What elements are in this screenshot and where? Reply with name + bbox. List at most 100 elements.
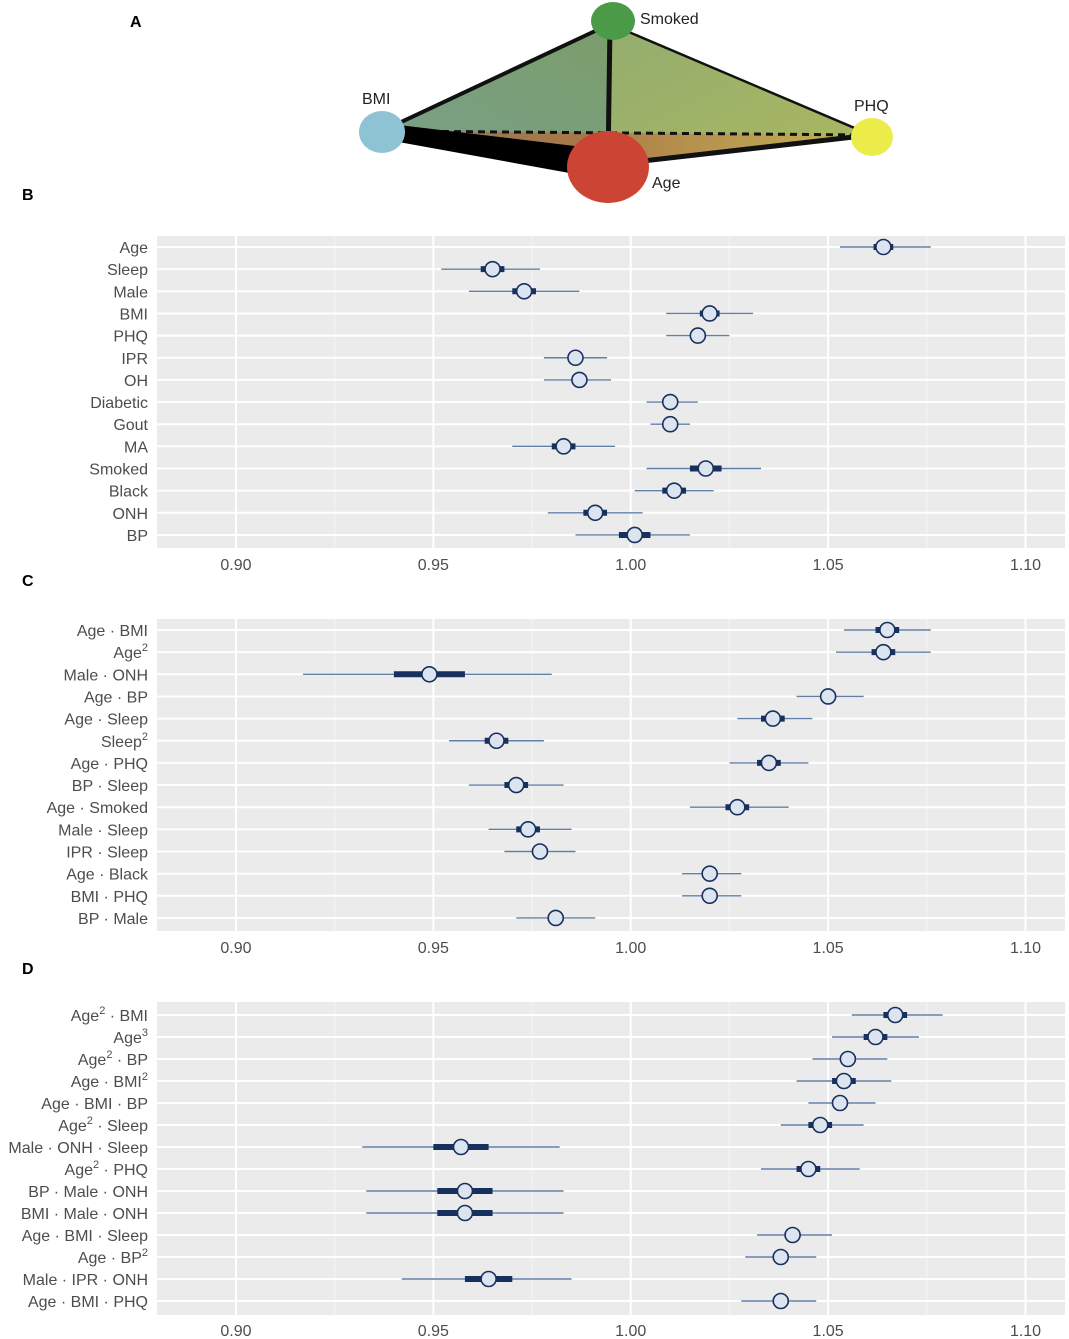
point-estimate: [555, 438, 572, 455]
edge-bmi-age: [382, 123, 608, 180]
x-tick-label: 0.95: [418, 1323, 449, 1339]
plot-background: [157, 1002, 1065, 1315]
point-estimate: [835, 1072, 853, 1090]
point-estimate: [456, 1204, 474, 1222]
node-phq: [851, 118, 893, 156]
x-tick-label: 1.00: [615, 940, 646, 957]
point-estimate: [567, 349, 584, 367]
point-estimate: [760, 754, 778, 772]
forest-panel-b: B 0.90 0.95 1.00 1.05 1.10 Age Sleep Male BMI PHQ I…: [22, 187, 1065, 574]
point-estimate: [701, 887, 718, 905]
row-label: Age2 · PHQ: [65, 1159, 148, 1179]
row-label: Age · BMI · BP: [41, 1096, 148, 1113]
x-tick-label: 0.95: [418, 557, 449, 574]
row-label: Diabetic: [90, 395, 148, 412]
row-label: Male · ONH · Sleep: [8, 1140, 148, 1157]
point-estimate: [772, 1248, 790, 1266]
row-label: BP · Male · ONH: [28, 1184, 148, 1201]
point-estimate: [661, 393, 679, 411]
row-label: MA: [124, 439, 148, 456]
row-label: Age3: [113, 1027, 148, 1047]
row-label: Sleep2: [101, 731, 148, 751]
row-label: Age · Smoked: [47, 800, 148, 817]
x-tick-label: 0.90: [220, 1323, 251, 1339]
plot-background: [157, 236, 1065, 548]
panel-letter-a: A: [130, 14, 142, 31]
point-estimate: [875, 643, 892, 661]
edge-age-phq: [607, 132, 872, 168]
panel-letter: C: [22, 573, 34, 590]
point-estimate: [875, 238, 892, 256]
point-estimate: [507, 776, 525, 794]
row-label: BP: [127, 528, 148, 545]
x-tick-label: 1.05: [813, 1323, 844, 1339]
point-estimate: [665, 482, 683, 499]
point-estimate: [729, 798, 746, 816]
x-tick-label: 1.10: [1010, 1323, 1041, 1339]
point-estimate: [839, 1050, 857, 1068]
point-estimate: [515, 282, 533, 300]
x-tick-label: 1.05: [813, 557, 844, 574]
x-tick-label: 0.90: [220, 557, 251, 574]
point-estimate: [879, 621, 896, 639]
point-estimate: [456, 1182, 474, 1200]
point-estimate: [811, 1116, 829, 1134]
point-estimate: [452, 1138, 470, 1156]
node-label-smoked: Smoked: [640, 11, 699, 28]
point-estimate: [531, 843, 549, 860]
edge-bmi-smoked: [381, 22, 611, 133]
point-estimate: [867, 1028, 884, 1046]
plot-background: [157, 619, 1065, 931]
edge-smoked-phq: [609, 22, 872, 137]
row-label: Smoked: [89, 462, 148, 479]
point-estimate: [689, 327, 707, 344]
row-label: BMI · Male · ONH: [21, 1206, 148, 1223]
point-estimate: [886, 1006, 904, 1024]
point-estimate: [819, 688, 837, 705]
panel-letter: B: [22, 187, 34, 204]
network-diagram: A Smoked BMI PHQ Age: [130, 2, 893, 203]
row-label: BP · Male: [78, 911, 148, 928]
row-label: BP · Sleep: [72, 778, 148, 795]
row-label: PHQ: [113, 329, 148, 346]
x-tick-label: 1.10: [1010, 557, 1041, 574]
point-estimate: [800, 1160, 817, 1178]
point-estimate: [571, 371, 588, 389]
point-estimate: [831, 1094, 849, 1112]
point-estimate: [586, 504, 604, 522]
x-tick-label: 0.90: [220, 940, 251, 957]
point-estimate: [764, 710, 782, 727]
point-estimate: [421, 665, 438, 683]
row-label: Sleep: [107, 262, 148, 279]
row-label: Black: [109, 484, 149, 501]
row-label: Age · Sleep: [64, 712, 148, 729]
row-label: IPR: [121, 351, 148, 368]
row-label: Gout: [113, 417, 148, 434]
point-estimate: [547, 909, 565, 927]
node-bmi: [359, 111, 405, 153]
panel-letter: D: [22, 961, 34, 978]
point-estimate: [772, 1292, 790, 1310]
left-face: [382, 24, 610, 165]
row-label: BMI · PHQ: [71, 889, 148, 906]
right-face: [608, 24, 871, 165]
edge-bmi-phq: [381, 129, 872, 137]
row-label: Age2 · BMI: [71, 1005, 148, 1025]
x-tick-label: 0.95: [418, 940, 449, 957]
x-tick-label: 1.00: [615, 1323, 646, 1339]
row-label: Age: [120, 240, 149, 257]
row-label: Age · BP: [84, 689, 148, 706]
row-label: Male: [113, 284, 148, 301]
row-label: Male · IPR · ONH: [23, 1272, 148, 1289]
row-label: Age · PHQ: [71, 756, 148, 773]
point-estimate: [480, 1270, 497, 1288]
point-estimate: [661, 415, 679, 433]
row-label: OH: [124, 373, 148, 390]
row-label: ONH: [112, 506, 148, 523]
point-estimate: [697, 460, 715, 477]
point-estimate: [784, 1226, 801, 1244]
row-label: Age · BP2: [78, 1247, 148, 1267]
point-estimate: [701, 865, 718, 882]
